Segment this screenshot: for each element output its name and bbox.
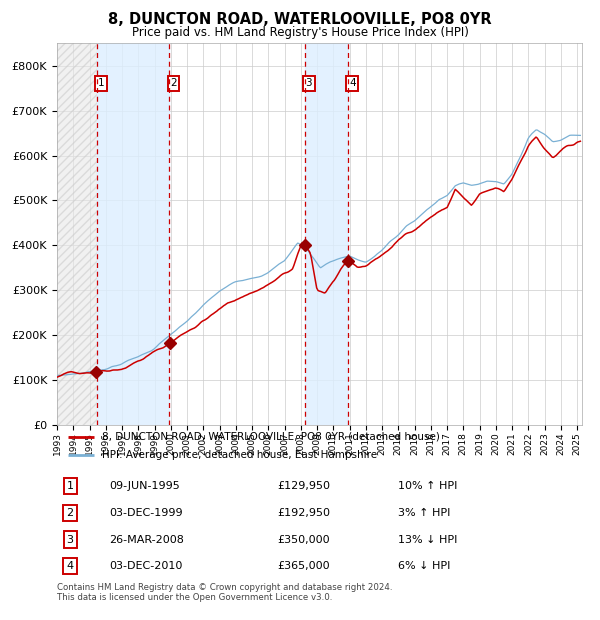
Text: £192,950: £192,950 <box>277 508 331 518</box>
Text: 09-JUN-1995: 09-JUN-1995 <box>110 481 180 491</box>
Text: Price paid vs. HM Land Registry's House Price Index (HPI): Price paid vs. HM Land Registry's House … <box>131 26 469 39</box>
Text: 2: 2 <box>67 508 74 518</box>
Text: 3: 3 <box>305 79 312 89</box>
Text: 4: 4 <box>349 79 356 89</box>
Text: 03-DEC-1999: 03-DEC-1999 <box>110 508 183 518</box>
Text: 2: 2 <box>170 79 177 89</box>
Bar <box>57 43 97 425</box>
Text: HPI: Average price, detached house, East Hampshire: HPI: Average price, detached house, East… <box>101 450 377 460</box>
Text: 1: 1 <box>67 481 74 491</box>
Text: 10% ↑ HPI: 10% ↑ HPI <box>398 481 458 491</box>
Text: 26-MAR-2008: 26-MAR-2008 <box>110 534 184 544</box>
Text: 3% ↑ HPI: 3% ↑ HPI <box>398 508 451 518</box>
Text: 3: 3 <box>67 534 74 544</box>
Text: 4: 4 <box>67 561 74 571</box>
Text: Contains HM Land Registry data © Crown copyright and database right 2024.
This d: Contains HM Land Registry data © Crown c… <box>57 583 392 602</box>
Bar <box>97 43 169 425</box>
Text: 6% ↓ HPI: 6% ↓ HPI <box>398 561 451 571</box>
Text: £129,950: £129,950 <box>277 481 331 491</box>
Text: £365,000: £365,000 <box>277 561 330 571</box>
Text: 8, DUNCTON ROAD, WATERLOOVILLE, PO8 0YR: 8, DUNCTON ROAD, WATERLOOVILLE, PO8 0YR <box>108 12 492 27</box>
Text: 13% ↓ HPI: 13% ↓ HPI <box>398 534 458 544</box>
Text: £350,000: £350,000 <box>277 534 330 544</box>
Text: 03-DEC-2010: 03-DEC-2010 <box>110 561 183 571</box>
Bar <box>305 43 348 425</box>
Text: 8, DUNCTON ROAD, WATERLOOVILLE, PO8 0YR (detached house): 8, DUNCTON ROAD, WATERLOOVILLE, PO8 0YR … <box>101 432 439 442</box>
Text: 1: 1 <box>97 79 104 89</box>
